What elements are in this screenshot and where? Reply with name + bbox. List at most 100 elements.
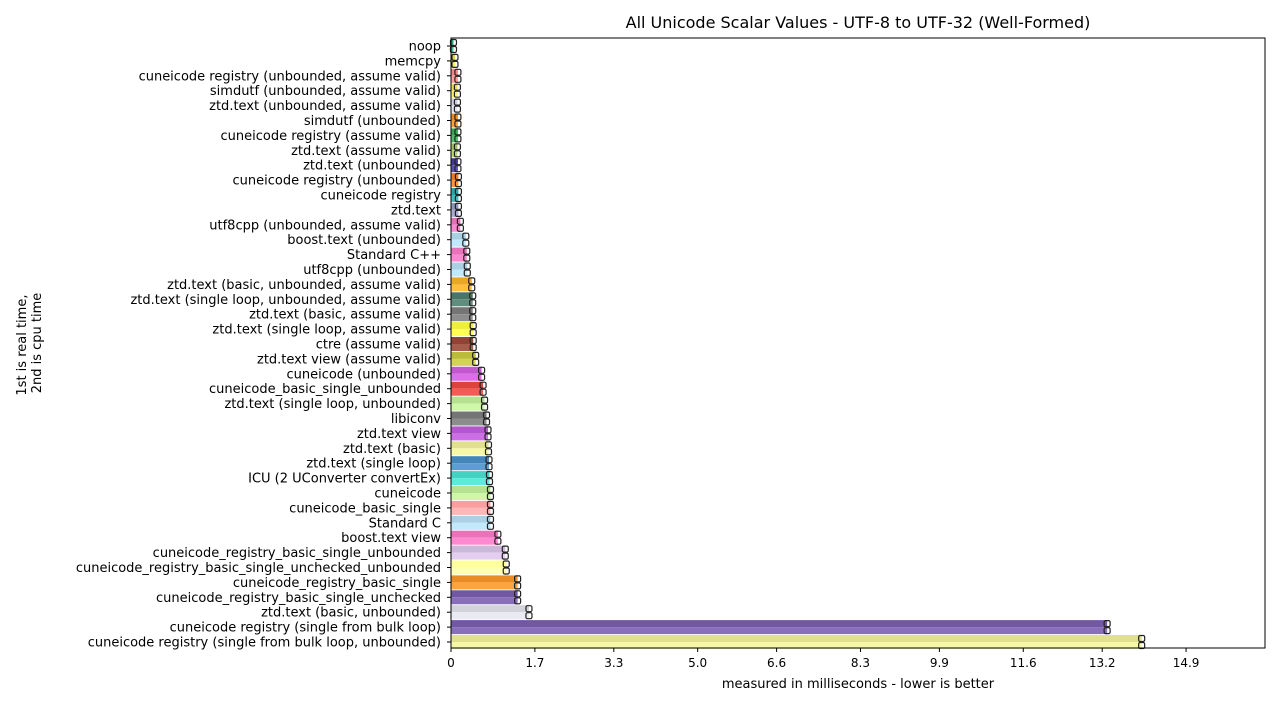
y-tick-label: ztd.text (basic, assume valid) (249, 308, 441, 323)
bar-10-cpu-error-marker (454, 194, 462, 203)
y-tick-label: boost.text (unbounded) (287, 233, 441, 248)
y-tick-label: cuneicode_basic_single_unbounded (209, 382, 441, 397)
bar-17-cpu-error-marker (469, 299, 477, 307)
bar-16-cpu-error-marker (468, 284, 476, 292)
bar-12-real-time (451, 217, 461, 225)
y-tick-label: boost.text view (341, 531, 441, 546)
bar-31-cpu-error-marker (486, 507, 495, 515)
bar-32-real-time (451, 515, 491, 523)
bar-3-real-error-marker (453, 83, 462, 91)
bar-7-real-error-marker (453, 143, 462, 151)
bar-39-cpu-error-marker (1103, 626, 1111, 635)
bar-29-cpu-time (451, 478, 490, 486)
bar-20-cpu-error-marker (469, 343, 477, 352)
bar-14-real-time (451, 247, 467, 255)
y-tick-label: ztd.text (single loop) (306, 457, 441, 472)
bar-18-real-time (451, 307, 473, 315)
bar-13-real-time (451, 232, 466, 240)
y-tick-label: ztd.text (assume valid) (291, 144, 441, 159)
bar-26-cpu-time (451, 433, 488, 441)
x-ticks: 0 1.7 3.3 5.0 6.6 8.3 9.9 11.6 13.2 14.9 (447, 648, 1199, 670)
bar-36-cpu-time (451, 582, 518, 590)
bar-21-real-time (451, 351, 476, 359)
y-tick-label: libiconv (391, 412, 441, 427)
bar-17-cpu-time (451, 299, 473, 307)
bar-40-real-time (451, 635, 1142, 642)
bar-33-cpu-error-marker (494, 537, 502, 545)
y-tick-label: memcpy (385, 54, 442, 69)
y-tick-label: simdutf (unbounded) (304, 114, 441, 129)
bar-19-real-error-marker (469, 322, 477, 330)
bar-35-real-time (451, 560, 507, 568)
bar-30-cpu-error-marker (486, 492, 495, 501)
bar-26-real-time (451, 426, 488, 434)
y-tick-label: noop (409, 40, 441, 55)
bar-1-cpu-time (451, 60, 455, 68)
bar-1-real-time (451, 53, 455, 61)
bar-36-real-time (451, 575, 518, 583)
y-tick-label: ctre (assume valid) (316, 338, 441, 353)
bar-12-cpu-time (451, 224, 461, 232)
bar-0-real-time (451, 39, 454, 46)
bars-layer (449, 38, 1146, 650)
bar-25-real-time (451, 411, 487, 419)
bar-9-real-error-marker (454, 173, 462, 181)
y-tick-label: cuneicode registry (320, 189, 441, 204)
bar-31-real-time (451, 500, 491, 508)
bar-11-real-error-marker (454, 202, 462, 210)
bar-24-real-error-marker (480, 396, 489, 404)
bar-22-cpu-error-marker (477, 373, 486, 381)
x-tick-label: 9.9 (930, 656, 949, 670)
bar-19-real-time (451, 322, 474, 330)
bar-24-real-time (451, 396, 485, 404)
bar-10-cpu-time (451, 195, 459, 202)
bar-39-real-error-marker (1103, 619, 1111, 628)
bar-30-real-time (451, 486, 491, 493)
y-axis-label-line-1: 1st is real time, (15, 295, 30, 396)
bar-12-cpu-error-marker (456, 224, 464, 232)
x-tick-label: 0 (447, 656, 455, 670)
bar-20-real-error-marker (469, 336, 477, 345)
bar-16-cpu-time (451, 284, 472, 292)
bar-3-cpu-error-marker (453, 90, 462, 98)
bar-31-real-error-marker (486, 500, 495, 508)
bar-20-cpu-time (451, 344, 474, 351)
x-tick-label: 14.9 (1173, 656, 1200, 670)
plot-area-frame (450, 37, 1266, 649)
bar-37-cpu-error-marker (513, 597, 522, 605)
bar-21-real-error-marker (472, 351, 480, 359)
x-tick-label: 5.0 (688, 656, 707, 670)
y-tick-label: utf8cpp (unbounded) (303, 263, 441, 278)
bar-2-cpu-error-marker (454, 75, 462, 83)
bar-21-cpu-error-marker (472, 358, 480, 366)
bar-27-real-time (451, 441, 489, 449)
bar-23-cpu-error-marker (479, 388, 487, 396)
bar-5-real-error-marker (454, 113, 462, 121)
bar-31-cpu-time (451, 507, 491, 515)
bar-29-cpu-error-marker (485, 478, 494, 486)
bar-17-real-error-marker (469, 292, 477, 300)
bar-33-real-error-marker (494, 530, 502, 538)
bar-10-real-error-marker (454, 187, 462, 196)
y-tick-label: ztd.text (391, 203, 441, 218)
y-tick-label: cuneicode (unbounded) (286, 367, 441, 382)
bar-11-cpu-time (451, 209, 459, 217)
y-axis-label: 1st is real time, 2nd is cpu time (15, 290, 45, 395)
bar-40-real-error-marker (1138, 634, 1146, 643)
bar-6-cpu-error-marker (454, 135, 462, 143)
bar-9-real-time (451, 173, 459, 181)
bar-14-real-error-marker (463, 247, 471, 255)
bar-15-real-time (451, 262, 468, 270)
bar-34-cpu-time (451, 552, 506, 560)
y-tick-label: Standard C (369, 516, 441, 531)
bar-33-cpu-time (451, 537, 498, 545)
bar-23-cpu-time (451, 388, 484, 396)
bar-16-real-time (451, 277, 472, 285)
bar-9-cpu-error-marker (454, 180, 462, 188)
bar-37-cpu-time (451, 597, 518, 605)
bar-30-real-error-marker (486, 485, 495, 494)
bar-35-cpu-error-marker (502, 567, 510, 575)
bar-22-real-time (451, 366, 482, 374)
